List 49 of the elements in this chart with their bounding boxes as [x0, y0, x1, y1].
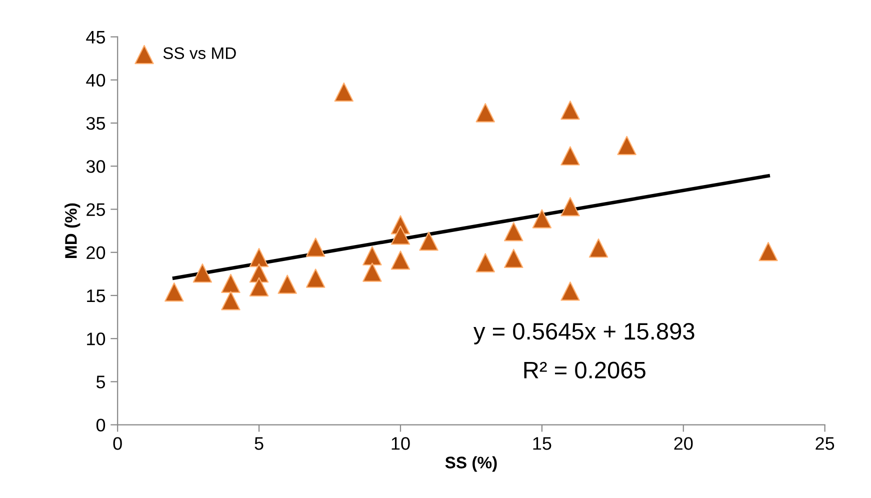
x-tick-label: 5 — [254, 437, 264, 450]
annotation: R² = 0.2065 — [524, 362, 646, 378]
point — [390, 250, 410, 270]
y-tick-label: 25 — [86, 203, 106, 216]
point — [758, 242, 778, 262]
point — [560, 197, 580, 216]
point — [334, 82, 354, 102]
x-axis-title: SS (%) — [445, 456, 497, 472]
y-axis-title: MD (%) — [64, 203, 80, 258]
point — [419, 232, 438, 251]
x-tick-label: 25 — [816, 437, 834, 450]
point — [588, 238, 608, 258]
point — [249, 277, 269, 296]
point — [390, 226, 410, 245]
x-tick-label: 15 — [533, 437, 552, 450]
point — [532, 209, 552, 228]
point — [249, 248, 269, 268]
y-tick-label: 15 — [87, 290, 106, 302]
point — [560, 146, 580, 166]
y-tick-label: 5 — [96, 376, 106, 388]
x-tick-label: 0 — [113, 437, 122, 450]
y-tick-label: 30 — [86, 160, 106, 173]
point — [476, 103, 495, 122]
point — [476, 253, 495, 272]
point — [504, 222, 524, 242]
y-tick-label: 35 — [86, 116, 106, 130]
y-tick-label: 20 — [86, 246, 106, 260]
point — [221, 291, 240, 310]
y-tick-label: 0 — [96, 418, 106, 432]
point — [362, 262, 382, 282]
legend-label: SS vs MD — [163, 47, 236, 60]
point — [306, 268, 326, 288]
y-tick-label: 45 — [86, 30, 106, 44]
point — [362, 246, 382, 266]
point — [192, 263, 212, 283]
x-tick-label: 10 — [392, 437, 410, 450]
point — [504, 248, 524, 268]
y-tick-label: 40 — [86, 74, 106, 87]
point — [278, 274, 297, 294]
y-tick-label: 10 — [87, 332, 106, 346]
point — [560, 100, 580, 120]
annotation: y = 0.5645x + 15.893 — [474, 322, 694, 344]
point — [617, 136, 636, 156]
x-tick-label: 20 — [674, 437, 693, 450]
point — [164, 282, 184, 302]
point — [306, 238, 326, 257]
point — [560, 282, 580, 301]
point — [221, 274, 240, 294]
point — [249, 263, 269, 283]
